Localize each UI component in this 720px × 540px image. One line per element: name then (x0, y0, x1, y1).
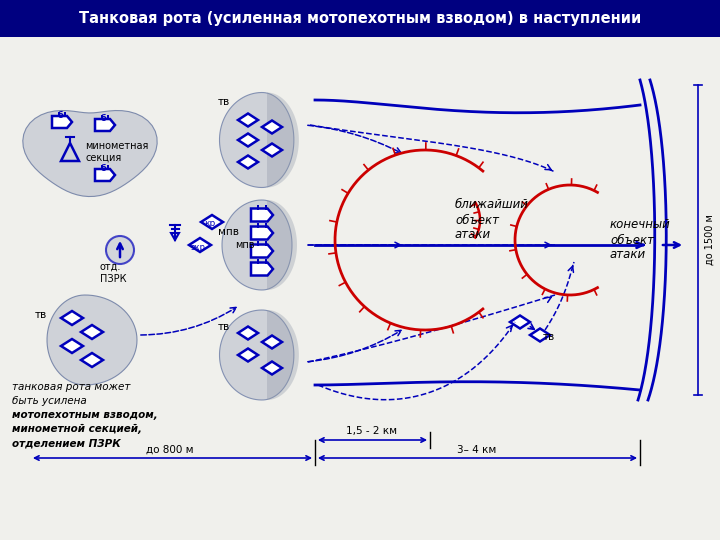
Polygon shape (251, 245, 273, 258)
Polygon shape (95, 169, 115, 181)
Polygon shape (238, 113, 258, 126)
Text: мпв: мпв (235, 240, 254, 250)
Polygon shape (262, 144, 282, 157)
Text: тв: тв (218, 322, 230, 332)
Text: минометная
секция: минометная секция (85, 141, 148, 163)
Polygon shape (220, 92, 294, 187)
Text: отделением ПЗРК: отделением ПЗРК (12, 438, 121, 448)
Polygon shape (201, 215, 223, 229)
Text: 1,5 - 2 км: 1,5 - 2 км (346, 426, 397, 436)
Polygon shape (95, 119, 115, 131)
Text: отд.
ПЗРК: отд. ПЗРК (100, 262, 127, 284)
Text: минометной секцией,: минометной секцией, (12, 424, 142, 434)
Polygon shape (267, 200, 297, 290)
Polygon shape (189, 238, 211, 252)
Text: кр: кр (204, 219, 215, 228)
Polygon shape (510, 315, 530, 328)
Polygon shape (81, 353, 103, 367)
Polygon shape (267, 92, 299, 187)
Polygon shape (262, 361, 282, 375)
Text: тв: тв (218, 97, 230, 107)
Text: до 1500 м: до 1500 м (705, 214, 715, 266)
Polygon shape (267, 310, 299, 400)
Polygon shape (238, 327, 258, 340)
Polygon shape (530, 328, 550, 341)
Polygon shape (81, 325, 103, 339)
Polygon shape (238, 348, 258, 361)
Polygon shape (23, 111, 157, 197)
Polygon shape (251, 208, 273, 221)
Polygon shape (251, 226, 273, 240)
Polygon shape (52, 116, 72, 128)
Polygon shape (262, 335, 282, 348)
Text: до 800 м: до 800 м (146, 445, 194, 455)
Text: б: б (58, 111, 64, 120)
Polygon shape (47, 295, 137, 385)
Text: быть усилена: быть усилена (12, 396, 86, 406)
Text: б: б (101, 164, 107, 173)
Text: тв: тв (35, 310, 48, 320)
Polygon shape (61, 311, 83, 325)
Polygon shape (61, 339, 83, 353)
Text: конечный
объект
атаки: конечный объект атаки (610, 219, 671, 261)
Text: зкр: зкр (191, 242, 205, 252)
Polygon shape (238, 133, 258, 146)
Circle shape (106, 236, 134, 264)
Polygon shape (251, 262, 273, 275)
Polygon shape (238, 156, 258, 168)
Bar (0, 0, 720, 37)
Text: мотопехотным взводом,: мотопехотным взводом, (12, 410, 158, 420)
Polygon shape (262, 120, 282, 133)
Text: Танковая рота (усиленная мотопехотным взводом) в наступлении: Танковая рота (усиленная мотопехотным вз… (79, 11, 641, 26)
Text: танковая рота может: танковая рота может (12, 382, 130, 392)
Text: мпв: мпв (218, 227, 239, 237)
Text: ближайший
объект
атаки: ближайший объект атаки (455, 199, 529, 241)
Text: б: б (101, 114, 107, 123)
Polygon shape (220, 310, 294, 400)
Text: 3– 4 км: 3– 4 км (457, 445, 497, 455)
Polygon shape (222, 200, 292, 290)
Text: тв: тв (543, 332, 555, 342)
